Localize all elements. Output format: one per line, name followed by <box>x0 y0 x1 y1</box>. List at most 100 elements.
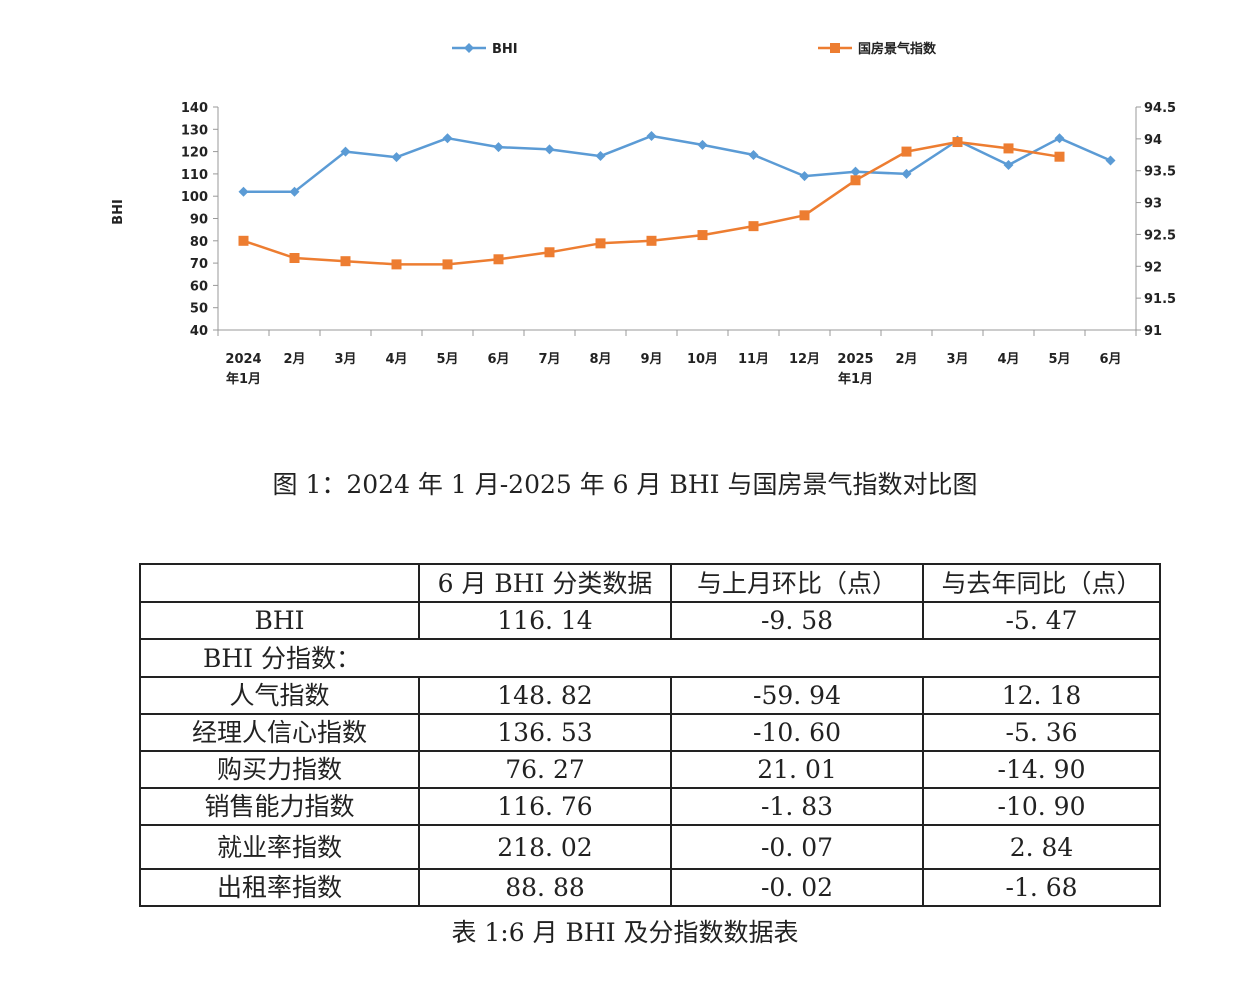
data-point <box>748 149 759 160</box>
x-tick-label: 5月 <box>436 352 458 367</box>
row-mom: -10. 60 <box>670 713 924 752</box>
y-tick-label-left: 120 <box>181 146 208 161</box>
y-tick-label-left: 90 <box>190 213 208 228</box>
table-row: 经理人信心指数 136. 53 -10. 60 -5. 36 <box>139 713 1161 752</box>
row-value: 218. 02 <box>418 824 672 870</box>
x-tick-label: 2月 <box>283 352 305 367</box>
row-name: 销售能力指数 <box>139 787 420 826</box>
x-tick-label: 12月 <box>789 352 820 367</box>
table-row-subindex-heading: BHI 分指数： <box>139 638 1161 678</box>
data-point <box>238 186 249 197</box>
data-point <box>544 247 555 258</box>
header-cell-blank <box>139 563 420 603</box>
row-name: 人气指数 <box>139 676 420 715</box>
row-yoy: -5. 36 <box>922 713 1161 752</box>
x-tick-label: 3月 <box>334 352 356 367</box>
y-tick-label-right: 93.5 <box>1144 165 1176 180</box>
data-point <box>748 221 759 232</box>
y-tick-label-right: 91.5 <box>1144 292 1176 307</box>
x-tick-label: 10月 <box>687 352 718 367</box>
x-tick-label: 6月 <box>487 352 509 367</box>
data-point <box>1003 143 1014 154</box>
x-tick-label: 8月 <box>589 352 611 367</box>
table-caption: 表 1:6 月 BHI 及分指数数据表 <box>451 918 799 947</box>
y-axis-title: BHI <box>111 199 126 225</box>
row-mom: -59. 94 <box>670 676 924 715</box>
data-point <box>442 133 453 144</box>
y-tick-label-right: 94 <box>1144 133 1162 148</box>
row-yoy: 12. 18 <box>922 676 1161 715</box>
y-tick-label-right: 94.5 <box>1144 101 1176 116</box>
table-row: 人气指数 148. 82 -59. 94 12. 18 <box>139 676 1161 715</box>
data-point <box>391 259 402 270</box>
header-cell-yoy: 与去年同比（点） <box>922 563 1161 603</box>
data-point <box>850 166 861 177</box>
legend-label: 国房景气指数 <box>858 41 937 57</box>
row-mom: -1. 83 <box>670 787 924 826</box>
x-tick-label: 11月 <box>738 352 769 367</box>
data-point <box>442 259 453 270</box>
x-tick-label: 3月 <box>946 352 968 367</box>
data-point <box>952 137 963 148</box>
table-row: 出租率指数 88. 88 -0. 02 -1. 68 <box>139 868 1161 907</box>
y-tick-label-right: 93 <box>1144 197 1162 212</box>
table-row: 购买力指数 76. 27 21. 01 -14. 90 <box>139 750 1161 789</box>
row-mom: -0. 07 <box>670 824 924 870</box>
series-2 <box>238 137 1065 270</box>
row-yoy: -1. 68 <box>922 868 1161 907</box>
y-tick-label-left: 40 <box>190 324 208 339</box>
y-tick-label-left: 70 <box>190 257 208 272</box>
y-tick-label-left: 130 <box>181 123 208 138</box>
data-point <box>901 168 912 179</box>
row-value: 148. 82 <box>418 676 672 715</box>
data-point <box>1105 155 1116 166</box>
bhi-data-table: 6 月 BHI 分类数据 与上月环比（点） 与去年同比（点） BHI 116. … <box>139 563 1161 907</box>
x-tick-label: 6月 <box>1099 352 1121 367</box>
row-mom: 21. 01 <box>670 750 924 789</box>
x-tick-label-line2: 年1月 <box>226 371 261 387</box>
row-value: 116. 76 <box>418 787 672 826</box>
line-chart: BHI 国房景气指数 40 50 60 70 80 90 100 110 120 130 140 91 9… <box>111 41 1176 387</box>
row-name: 出租率指数 <box>139 868 420 907</box>
data-point <box>901 146 912 157</box>
y-tick-label-left: 50 <box>190 302 208 317</box>
data-point <box>646 130 657 141</box>
data-point <box>595 238 606 249</box>
data-point <box>1054 133 1065 144</box>
data-point <box>850 175 861 186</box>
data-point <box>1054 151 1065 162</box>
row-name: BHI <box>139 601 420 640</box>
row-yoy: -10. 90 <box>922 787 1161 826</box>
series-line <box>243 140 1060 266</box>
data-point <box>1003 159 1014 170</box>
row-yoy: -14. 90 <box>922 750 1161 789</box>
data-point <box>340 256 351 267</box>
y-tick-label-left: 100 <box>181 190 208 205</box>
data-point <box>697 230 708 241</box>
legend-item: BHI <box>452 42 518 57</box>
row-yoy: 2. 84 <box>922 824 1161 870</box>
x-tick-label: 5月 <box>1048 352 1070 367</box>
row-value: 76. 27 <box>418 750 672 789</box>
y-tick-label-right: 91 <box>1144 324 1162 339</box>
y-tick-label-left: 60 <box>190 279 208 294</box>
y-tick-label-right: 92 <box>1144 260 1162 275</box>
data-point <box>595 151 606 162</box>
row-value: 88. 88 <box>418 868 672 907</box>
header-cell-value: 6 月 BHI 分类数据 <box>418 563 672 603</box>
row-name: 就业率指数 <box>139 824 420 870</box>
data-point <box>493 142 504 153</box>
x-tick-label: 4月 <box>997 352 1019 367</box>
x-tick-label-line2: 年1月 <box>838 371 873 387</box>
x-tick-label: 2025 <box>837 352 873 367</box>
chart-axes: 40 50 60 70 80 90 100 110 120 130 140 91 91.5 92 92.5 9… <box>181 101 1176 387</box>
legend-item: 国房景气指数 <box>818 41 937 57</box>
data-point <box>289 186 300 197</box>
row-value: 136. 53 <box>418 713 672 752</box>
table-row-bhi: BHI 116. 14 -9. 58 -5. 47 <box>139 601 1161 640</box>
header-cell-mom: 与上月环比（点） <box>670 563 924 603</box>
chart-series <box>238 130 1116 270</box>
x-tick-label: 2024 <box>225 352 261 367</box>
row-mom: -0. 02 <box>670 868 924 907</box>
table-header-row: 6 月 BHI 分类数据 与上月环比（点） 与去年同比（点） <box>139 563 1161 603</box>
